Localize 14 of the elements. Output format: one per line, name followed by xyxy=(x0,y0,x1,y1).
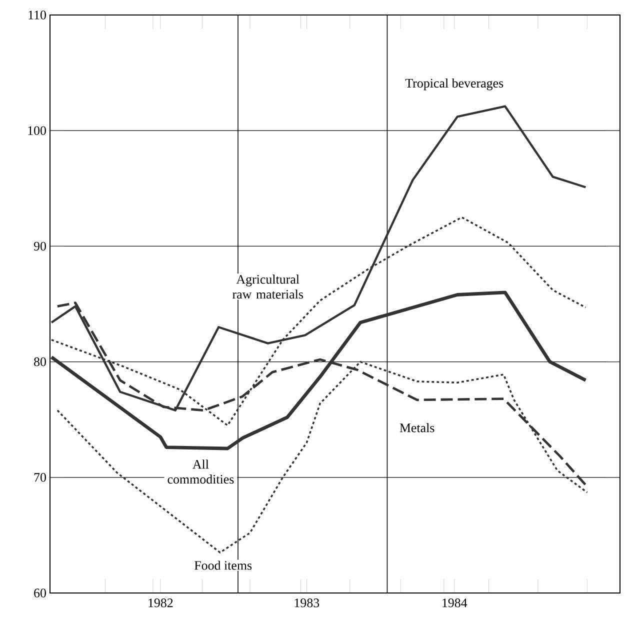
y-tick-label: 90 xyxy=(34,242,46,251)
y-tick-label: 70 xyxy=(34,473,46,482)
x-tick-label: 1983 xyxy=(294,598,320,608)
y-tick-label: 80 xyxy=(34,357,46,366)
y-tick-label: 110 xyxy=(28,10,46,20)
series-label: Agricultural raw materials xyxy=(232,274,303,299)
series-label: Tropical beverages xyxy=(405,78,504,90)
x-tick-label: 1982 xyxy=(148,598,173,608)
series-label: Food items xyxy=(194,560,252,570)
series-label: Metals xyxy=(400,423,434,432)
y-tick-label: 100 xyxy=(28,126,46,135)
x-tick-label: 1984 xyxy=(442,598,468,608)
series-label: All commodities xyxy=(168,460,234,484)
y-tick-label: 60 xyxy=(34,588,46,598)
